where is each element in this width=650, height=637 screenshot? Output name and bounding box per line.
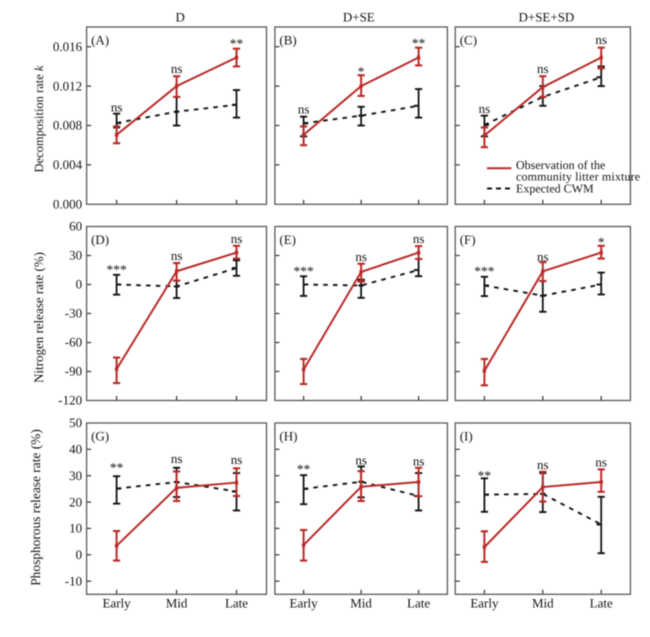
svg-text:(G): (G) (91, 429, 109, 444)
svg-text:Observation of the: Observation of the (516, 158, 605, 172)
svg-text:ns: ns (298, 102, 310, 117)
svg-text:Phosphorous release rate (%): Phosphorous release rate (%) (28, 429, 43, 586)
svg-text:0: 0 (76, 547, 83, 562)
svg-text:50: 50 (69, 415, 82, 430)
svg-text:***: *** (106, 262, 127, 277)
svg-text:(D): (D) (91, 232, 109, 247)
svg-text:**: ** (412, 36, 426, 51)
svg-text:-120: -120 (58, 393, 82, 408)
svg-text:(E): (E) (279, 232, 296, 247)
svg-text:-90: -90 (65, 364, 82, 379)
svg-text:40: 40 (69, 442, 82, 457)
svg-text:**: ** (297, 462, 311, 477)
svg-text:Late: Late (590, 596, 613, 611)
svg-text:-30: -30 (65, 306, 82, 321)
svg-text:ns: ns (595, 455, 607, 470)
svg-text:-60: -60 (65, 335, 82, 350)
svg-text:ns: ns (231, 231, 243, 246)
svg-text:Early: Early (470, 596, 499, 611)
svg-text:***: *** (474, 264, 495, 279)
svg-text:60: 60 (69, 219, 82, 234)
svg-text:30: 30 (69, 468, 82, 483)
svg-text:*: * (598, 234, 605, 249)
svg-text:D+SE: D+SE (343, 10, 375, 25)
svg-text:ns: ns (171, 451, 183, 466)
svg-text:0.004: 0.004 (53, 157, 83, 172)
svg-text:-10: -10 (65, 573, 82, 588)
svg-text:ns: ns (537, 457, 549, 472)
svg-text:ns: ns (413, 454, 425, 469)
svg-text:(F): (F) (460, 232, 476, 247)
svg-text:0.016: 0.016 (53, 39, 83, 54)
svg-text:0.000: 0.000 (53, 197, 82, 212)
svg-text:Mid: Mid (166, 596, 188, 611)
svg-text:30: 30 (69, 248, 82, 263)
svg-text:*: * (358, 64, 365, 79)
svg-text:Decomposition rate k: Decomposition rate k (32, 65, 46, 172)
svg-text:**: ** (230, 36, 244, 51)
svg-text:ns: ns (171, 61, 183, 76)
svg-text:D: D (176, 10, 185, 25)
svg-text:ns: ns (231, 452, 243, 467)
svg-text:Early: Early (103, 596, 132, 611)
svg-text:Nitrogen release rate (%): Nitrogen release rate (%) (31, 252, 46, 383)
svg-text:0.012: 0.012 (53, 78, 82, 93)
svg-text:Mid: Mid (532, 596, 554, 611)
svg-text:(H): (H) (279, 429, 297, 444)
svg-text:Late: Late (407, 596, 430, 611)
svg-text:0.008: 0.008 (53, 118, 82, 133)
svg-text:Expected CWM: Expected CWM (516, 182, 594, 196)
svg-text:D+SE+SD: D+SE+SD (518, 10, 574, 25)
svg-text:ns: ns (355, 249, 367, 264)
svg-text:**: ** (110, 460, 124, 475)
svg-text:ns: ns (413, 231, 425, 246)
svg-text:(I): (I) (460, 429, 473, 444)
svg-text:ns: ns (111, 100, 123, 115)
svg-text:ns: ns (537, 61, 549, 76)
svg-text:ns: ns (537, 249, 549, 264)
svg-text:**: ** (478, 468, 492, 483)
svg-text:20: 20 (69, 494, 82, 509)
svg-text:ns: ns (479, 101, 491, 116)
svg-text:(A): (A) (91, 33, 109, 48)
svg-text:community litter mixture: community litter mixture (516, 170, 640, 184)
svg-text:(B): (B) (279, 33, 296, 48)
svg-text:ns: ns (355, 452, 367, 467)
svg-text:10: 10 (69, 521, 82, 536)
svg-text:ns: ns (171, 248, 183, 263)
svg-text:ns: ns (595, 32, 607, 47)
svg-text:Mid: Mid (350, 596, 372, 611)
svg-text:Late: Late (225, 596, 248, 611)
svg-text:0: 0 (76, 277, 83, 292)
svg-text:Early: Early (290, 596, 319, 611)
svg-text:***: *** (293, 264, 314, 279)
svg-text:(C): (C) (460, 33, 477, 48)
